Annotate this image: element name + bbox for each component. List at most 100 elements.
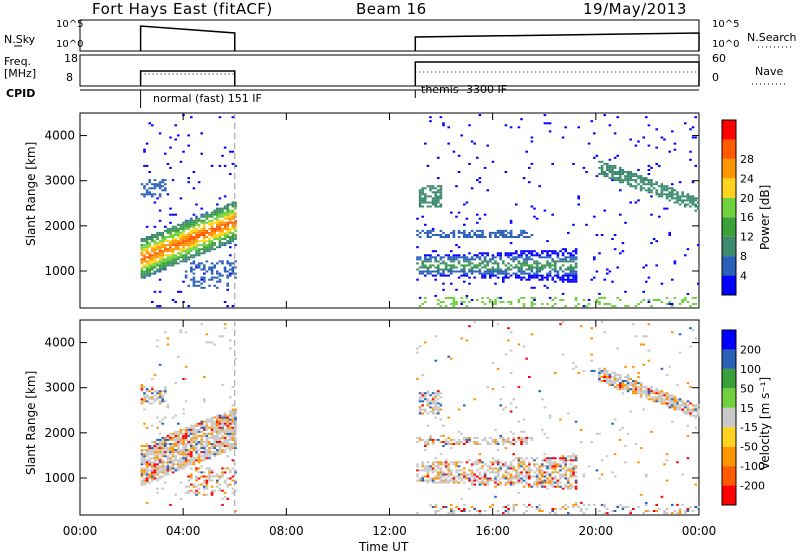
echo-cell <box>143 392 146 395</box>
echo-cell <box>528 181 531 184</box>
echo-cell <box>223 225 227 228</box>
echo-cell <box>619 373 622 376</box>
echo-cell <box>561 461 565 464</box>
echo-cell <box>190 256 193 259</box>
echo-cell <box>192 231 196 234</box>
echo-cell <box>177 248 180 251</box>
echo-cell <box>665 459 669 462</box>
echo-cell <box>218 215 222 218</box>
echo-cell <box>195 479 198 482</box>
echo-cell <box>190 447 193 450</box>
echo-cell <box>203 459 206 462</box>
echo-cell <box>668 234 671 236</box>
echo-cell <box>543 432 547 435</box>
echo-cell <box>182 229 185 232</box>
echo-cell <box>429 236 432 238</box>
echo-cell <box>161 441 164 443</box>
echo-cell <box>533 303 536 305</box>
echo-cell <box>210 420 214 423</box>
echo-cell <box>213 453 216 456</box>
echo-cell <box>151 254 154 257</box>
echo-cell <box>507 441 510 443</box>
echo-cell <box>158 231 162 234</box>
echo-cell <box>203 453 206 456</box>
echo-cell <box>151 447 154 450</box>
echo-cell <box>528 485 531 488</box>
echo-cell <box>468 459 471 462</box>
echo-cell <box>491 479 495 482</box>
echo-cell <box>465 461 469 464</box>
echo-cell <box>491 272 495 275</box>
echo-cell <box>551 276 554 279</box>
echo-cell <box>169 258 172 261</box>
echo-cell <box>177 465 180 468</box>
echo-cell <box>431 191 435 194</box>
echo-cell <box>156 390 159 393</box>
echo-cell <box>567 512 570 515</box>
echo-cell <box>164 438 167 441</box>
echo-cell <box>452 254 456 257</box>
echo-cell <box>608 382 612 385</box>
echo-cell <box>681 191 684 194</box>
echo-cell <box>195 451 198 454</box>
echo-cell <box>489 276 492 279</box>
echo-cell <box>184 465 188 468</box>
echo-cell <box>673 189 677 192</box>
echo-cell <box>153 258 157 261</box>
echo-cell <box>502 408 505 411</box>
echo-cell <box>546 286 549 289</box>
echo-cell <box>177 240 180 243</box>
echo-cell <box>231 418 235 421</box>
echo-cell <box>161 231 164 234</box>
echo-cell <box>525 473 528 476</box>
echo-cell <box>525 262 528 265</box>
echo-cell <box>145 473 149 476</box>
echo-cell <box>166 457 170 460</box>
echo-cell <box>535 457 539 460</box>
echo-cell <box>491 258 495 261</box>
echo-cell <box>145 274 149 277</box>
echo-cell <box>182 412 185 415</box>
echo-cell <box>520 264 523 267</box>
echo-cell <box>541 252 544 255</box>
echo-cell <box>208 231 211 234</box>
echo-cell <box>494 481 497 484</box>
echo-cell <box>613 382 617 385</box>
echo-cell <box>431 438 435 441</box>
echo-cell <box>166 262 170 265</box>
echo-cell <box>681 299 684 301</box>
echo-cell <box>452 463 456 466</box>
echo-cell <box>494 443 497 445</box>
echo-cell <box>153 471 157 474</box>
echo-cell <box>600 296 604 299</box>
echo-cell <box>195 219 198 222</box>
echo-cell <box>543 264 547 267</box>
echo-cell <box>541 398 544 401</box>
echo-cell <box>223 268 227 271</box>
echo-cell <box>452 510 456 512</box>
echo-cell <box>210 242 214 245</box>
echo-cell <box>673 262 677 265</box>
echo-cell <box>229 434 232 437</box>
echo-cell <box>439 116 443 119</box>
echo-cell <box>637 506 640 508</box>
echo-cell <box>234 481 237 484</box>
echo-cell <box>221 227 224 230</box>
echo-cell <box>645 116 648 119</box>
echo-cell <box>494 274 497 277</box>
echo-cell <box>624 506 627 508</box>
echo-cell <box>624 305 627 308</box>
echo-cell <box>156 197 159 200</box>
echo-cell <box>502 262 505 265</box>
echo-cell <box>148 396 151 399</box>
echo-cell <box>229 219 232 222</box>
echo-cell <box>161 447 164 450</box>
echo-cell <box>177 459 180 462</box>
echo-cell <box>166 469 170 472</box>
echo-cell <box>525 254 528 257</box>
echo-cell <box>231 408 235 411</box>
echo-cell <box>156 244 159 247</box>
echo-cell <box>593 503 596 506</box>
echo-cell <box>153 445 157 447</box>
echo-cell <box>174 438 177 441</box>
